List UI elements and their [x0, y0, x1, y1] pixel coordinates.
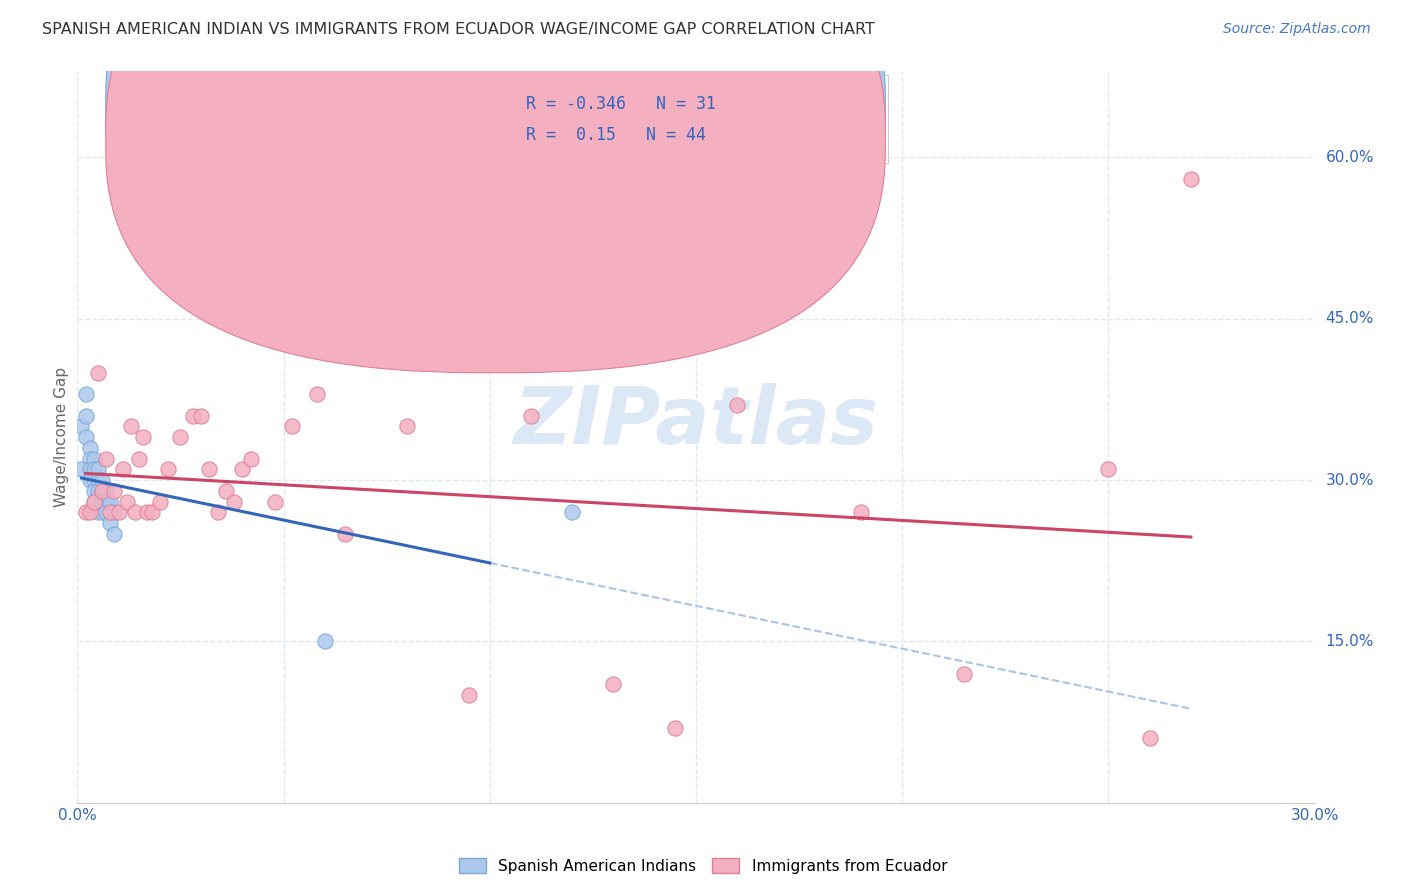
Point	[96, 505, 118, 519]
Point	[136, 505, 159, 519]
FancyBboxPatch shape	[105, 0, 886, 373]
Point	[1180, 172, 1202, 186]
Point	[79, 505, 101, 519]
Point	[96, 483, 118, 498]
Point	[561, 505, 583, 519]
Point	[103, 483, 125, 498]
Legend: Spanish American Indians, Immigrants from Ecuador: Spanish American Indians, Immigrants fro…	[453, 852, 953, 880]
Point	[124, 505, 146, 519]
Point	[198, 462, 221, 476]
Point	[335, 527, 357, 541]
Point	[70, 462, 93, 476]
Point	[103, 505, 125, 519]
Point	[87, 366, 110, 380]
Point	[132, 430, 155, 444]
Point	[953, 666, 976, 681]
Point	[725, 398, 748, 412]
Point	[281, 419, 304, 434]
Text: R = -0.346   N = 31: R = -0.346 N = 31	[526, 95, 717, 112]
Point	[207, 505, 229, 519]
Point	[103, 527, 125, 541]
Text: 30.0%: 30.0%	[1326, 473, 1374, 488]
Point	[120, 419, 142, 434]
Point	[231, 462, 253, 476]
Text: Source: ZipAtlas.com: Source: ZipAtlas.com	[1223, 22, 1371, 37]
Point	[96, 451, 118, 466]
Point	[149, 494, 172, 508]
Point	[79, 441, 101, 455]
Point	[91, 483, 114, 498]
Text: R =  0.15   N = 44: R = 0.15 N = 44	[526, 126, 706, 144]
Point	[141, 505, 163, 519]
Point	[83, 462, 105, 476]
Point	[664, 721, 686, 735]
Point	[83, 451, 105, 466]
Point	[98, 505, 121, 519]
Point	[190, 409, 212, 423]
Point	[115, 494, 138, 508]
Point	[169, 430, 191, 444]
Point	[849, 505, 872, 519]
Point	[222, 494, 245, 508]
Point	[87, 483, 110, 498]
Point	[83, 494, 105, 508]
Point	[79, 473, 101, 487]
Point	[107, 505, 129, 519]
Point	[1139, 731, 1161, 746]
FancyBboxPatch shape	[454, 75, 887, 162]
Point	[128, 451, 150, 466]
Point	[396, 419, 419, 434]
Point	[215, 483, 238, 498]
Point	[98, 494, 121, 508]
Point	[239, 451, 262, 466]
Point	[157, 462, 180, 476]
Text: ZIPatlas: ZIPatlas	[513, 384, 879, 461]
Point	[91, 473, 114, 487]
Point	[91, 483, 114, 498]
Point	[79, 451, 101, 466]
Point	[91, 494, 114, 508]
Point	[96, 494, 118, 508]
Point	[75, 387, 97, 401]
Point	[305, 387, 328, 401]
Text: 60.0%: 60.0%	[1326, 150, 1374, 165]
Point	[83, 473, 105, 487]
Point	[83, 483, 105, 498]
Point	[247, 322, 270, 336]
Point	[111, 462, 134, 476]
Point	[75, 505, 97, 519]
Point	[70, 419, 93, 434]
Point	[75, 430, 97, 444]
Point	[314, 634, 336, 648]
Point	[91, 505, 114, 519]
Point	[520, 409, 543, 423]
Text: 45.0%: 45.0%	[1326, 311, 1374, 326]
Point	[75, 409, 97, 423]
Point	[1097, 462, 1119, 476]
FancyBboxPatch shape	[105, 0, 886, 342]
Point	[83, 494, 105, 508]
Point	[87, 473, 110, 487]
Point	[98, 516, 121, 530]
Point	[87, 505, 110, 519]
Y-axis label: Wage/Income Gap: Wage/Income Gap	[53, 367, 69, 508]
Point	[79, 462, 101, 476]
Point	[87, 462, 110, 476]
Point	[458, 688, 481, 702]
Point	[602, 677, 624, 691]
Text: 15.0%: 15.0%	[1326, 634, 1374, 649]
Point	[264, 494, 287, 508]
Point	[181, 409, 204, 423]
Text: SPANISH AMERICAN INDIAN VS IMMIGRANTS FROM ECUADOR WAGE/INCOME GAP CORRELATION C: SPANISH AMERICAN INDIAN VS IMMIGRANTS FR…	[42, 22, 875, 37]
